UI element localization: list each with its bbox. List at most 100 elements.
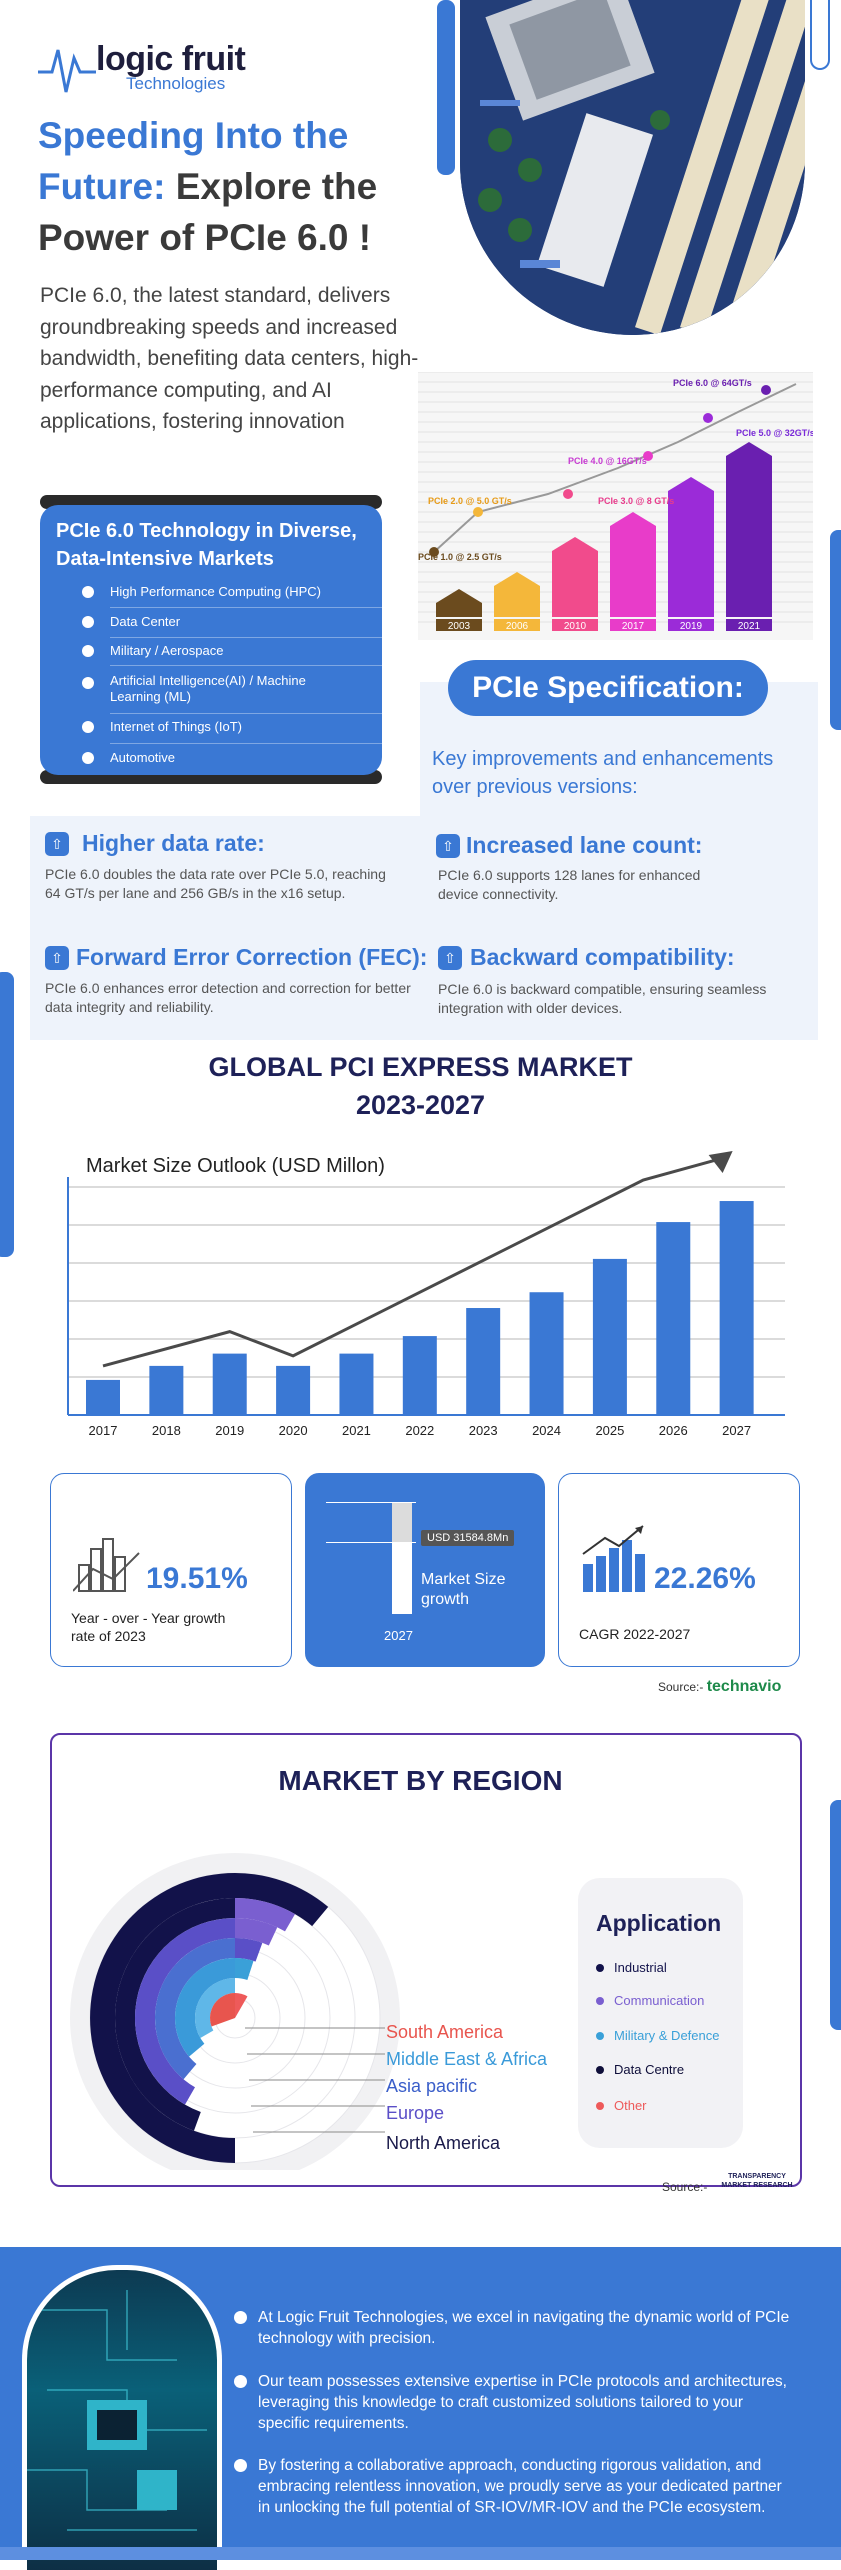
title-future: Future: bbox=[38, 166, 166, 207]
legend-item: Industrial bbox=[596, 1960, 667, 1975]
growth-line bbox=[326, 1502, 416, 1503]
source-label: Source:- bbox=[658, 1680, 704, 1694]
x-tick-label: 2026 bbox=[659, 1423, 688, 1438]
evolution-bar bbox=[610, 512, 656, 617]
legend-item: Military & Defence bbox=[596, 2028, 719, 2043]
bar bbox=[339, 1353, 374, 1415]
feature-icon: ⇧ bbox=[45, 832, 69, 856]
bullet-icon bbox=[82, 616, 94, 628]
growth-chart-icon bbox=[73, 1538, 140, 1592]
year-label: 2006 bbox=[506, 621, 529, 632]
right-accent-bar bbox=[830, 530, 841, 730]
title-line-1: Speeding Into the bbox=[38, 115, 349, 156]
segment bbox=[155, 1938, 235, 2080]
segment bbox=[235, 1918, 278, 1946]
x-tick-label: 2023 bbox=[469, 1423, 498, 1438]
x-tick-label: 2027 bbox=[722, 1423, 751, 1438]
growth-year: 2027 bbox=[384, 1628, 413, 1643]
header-outline-bar bbox=[810, 0, 830, 70]
market-item: Military / Aerospace bbox=[110, 643, 224, 658]
year-tag bbox=[668, 619, 714, 631]
year-label: 2003 bbox=[448, 621, 471, 632]
x-tick-label: 2021 bbox=[342, 1423, 371, 1438]
milestone-label: PCIe 3.0 @ 8 GT/s bbox=[598, 496, 674, 506]
growth-badge: USD 31584.8Mn bbox=[421, 1530, 515, 1546]
growth-bar-fill bbox=[392, 1502, 412, 1542]
brand-name: logic fruit bbox=[96, 40, 246, 78]
bullet-icon bbox=[82, 645, 94, 657]
bar bbox=[592, 1258, 627, 1415]
bullet-icon bbox=[82, 677, 94, 689]
left-accent-bar bbox=[0, 972, 14, 1257]
segment bbox=[195, 1978, 235, 2038]
spec-title: PCIe Specification: bbox=[448, 660, 768, 716]
region-label: Europe bbox=[386, 2103, 445, 2123]
year-label: 2019 bbox=[680, 621, 703, 632]
right-accent-bar-2 bbox=[830, 1800, 841, 2030]
title-explore: Explore the bbox=[165, 166, 378, 207]
feature-title: Higher data rate: bbox=[82, 830, 265, 856]
x-tick-label: 2018 bbox=[152, 1423, 181, 1438]
region-labels: South America Middle East & Africa Asia … bbox=[386, 2022, 586, 2162]
region-label: Middle East & Africa bbox=[386, 2049, 548, 2069]
technavio-logo: technavio bbox=[706, 1678, 782, 1695]
footer: At Logic Fruit Technologies, we excel in… bbox=[0, 2247, 841, 2570]
bar bbox=[719, 1201, 754, 1415]
year-label: 2021 bbox=[738, 621, 761, 632]
x-tick-label: 2019 bbox=[215, 1423, 244, 1438]
application-legend: Application Industrial Communication Mil… bbox=[578, 1878, 743, 2148]
yoy-value: 19.51% bbox=[146, 1562, 248, 1595]
pcie-evolution-chart: 2003 2006 2010 2017 2019 2021 PCIe 1.0 @ 2.5 G… bbox=[418, 371, 815, 640]
market-title-line-1: GLOBAL PCI EXPRESS MARKET bbox=[208, 1052, 633, 1082]
cagr-value: 22.26% bbox=[654, 1562, 756, 1595]
bar bbox=[276, 1365, 311, 1415]
motherboard-image bbox=[460, 0, 805, 335]
yoy-card: 19.51% Year - over - Year growth rate of… bbox=[50, 1473, 292, 1667]
feature-body: PCIe 6.0 doubles the data rate over PCIe… bbox=[45, 866, 386, 901]
footer-item: By fostering a collaborative approach, c… bbox=[234, 2455, 798, 2518]
milestone-label: PCIe 5.0 @ 32GT/s bbox=[736, 428, 813, 438]
segment bbox=[175, 1958, 235, 2057]
market-item: High Performance Computing (HPC) bbox=[110, 584, 321, 599]
yoy-label: Year - over - Year growth rate of 2023 bbox=[71, 1610, 226, 1644]
region-card bbox=[50, 1733, 802, 2187]
region-label: South America bbox=[386, 2022, 504, 2042]
x-tick-label: 2024 bbox=[532, 1423, 561, 1438]
region-label: Asia pacific bbox=[386, 2076, 478, 2096]
year-tag bbox=[726, 619, 772, 631]
year-label: 2010 bbox=[564, 621, 587, 632]
bullet-icon bbox=[234, 2459, 247, 2472]
bullet-icon bbox=[82, 752, 94, 764]
bullet-icon bbox=[234, 2311, 247, 2324]
bar bbox=[466, 1308, 501, 1415]
intro-paragraph: PCIe 6.0, the latest standard, delivers … bbox=[40, 284, 419, 433]
market-item: Internet of Things (IoT) bbox=[110, 719, 242, 734]
x-tick-label: 2022 bbox=[405, 1423, 434, 1438]
market-title: GLOBAL PCI EXPRESS MARKET 2023-2027 bbox=[0, 1048, 841, 1124]
year-tag bbox=[494, 619, 540, 631]
markets-card: PCIe 6.0 Technology in Diverse, Data-Int… bbox=[40, 505, 395, 775]
source-label: Source:- bbox=[662, 2180, 708, 2194]
growth-line bbox=[326, 1542, 416, 1543]
market-item: Data Center bbox=[110, 614, 181, 629]
segment bbox=[235, 1958, 254, 1980]
milestone-label: PCIe 4.0 @ 16GT/s bbox=[568, 456, 647, 466]
chart-title: Market Size Outlook (USD Millon) bbox=[86, 1155, 385, 1177]
spec-subtitle: Key improvements and enhancements over p… bbox=[432, 748, 774, 798]
year-tag bbox=[610, 619, 656, 631]
brand-logo[interactable]: logic fruit Technologies bbox=[38, 40, 258, 100]
segment bbox=[210, 1993, 235, 2027]
title-line-3: Power of PCIe 6.0 ! bbox=[38, 217, 372, 258]
trend-arrow bbox=[708, 1151, 733, 1174]
region-chart bbox=[70, 1850, 450, 2183]
year-tag bbox=[436, 619, 482, 631]
year-tag bbox=[552, 619, 598, 631]
footer-bottom-strip bbox=[0, 2547, 841, 2560]
feature-title: Forward Error Correction (FEC): bbox=[76, 944, 428, 970]
bar bbox=[212, 1353, 247, 1415]
feature-icon: ⇧ bbox=[436, 834, 460, 858]
evolution-bar bbox=[436, 589, 482, 617]
evolution-bar bbox=[494, 572, 540, 617]
tmr-logo: TRANSPARENCY MARKET RESEARCH bbox=[721, 2173, 793, 2189]
divider bbox=[110, 607, 395, 608]
